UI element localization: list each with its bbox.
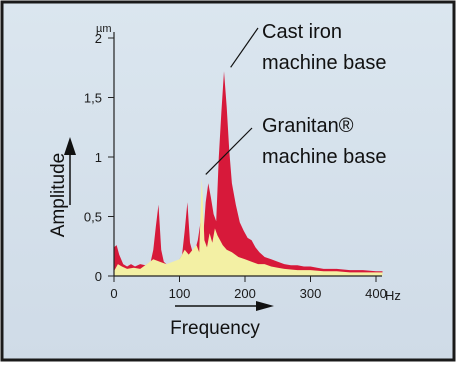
annotation-text: Granitan® [262,115,354,137]
annotation-leader-line [230,27,259,68]
y-unit-label: µm [96,23,112,35]
x-axis-arrow-head [256,301,274,311]
y-axis-title: Amplitude [48,153,69,238]
y-axis-arrow-head [64,137,76,155]
y-tick-label: 2 [95,31,102,46]
x-tick-label: 100 [169,286,191,301]
x-axis-title: Frequency [170,318,260,339]
annotation-text: Cast iron [262,21,342,43]
annotation-layer: Cast iron machine base Granitan® machine ba… [205,21,387,175]
x-unit-label: Hz [385,288,401,303]
y-tick-label: 0,5 [84,210,102,225]
annotation-text: machine base [262,52,387,74]
x-tick-label: 300 [300,286,322,301]
x-tick-label: 0 [110,286,117,301]
y-tick-label: 0 [95,269,102,284]
annotation-text: machine base [262,146,387,168]
x-tick-label: 400 [365,286,387,301]
annotation-leader-line [205,127,253,175]
y-tick-label: 1 [95,150,102,165]
y-tick-label: 1,5 [84,91,102,106]
axes-layer: 0 100 200 300 400 0 0,5 1 1,5 2 [84,31,387,301]
x-tick-label: 200 [234,286,256,301]
